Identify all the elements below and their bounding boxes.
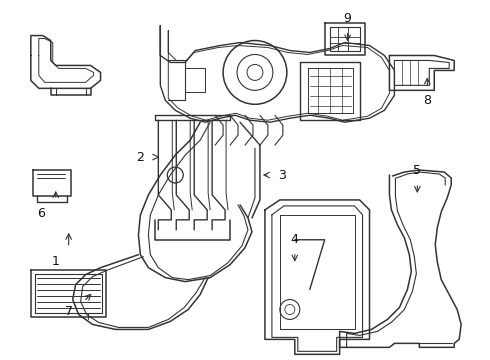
Text: 2: 2 bbox=[137, 150, 145, 163]
Text: 8: 8 bbox=[423, 94, 431, 107]
Text: 6: 6 bbox=[37, 207, 45, 220]
Text: 5: 5 bbox=[414, 163, 421, 176]
Text: 9: 9 bbox=[343, 12, 351, 25]
Text: 1: 1 bbox=[52, 255, 60, 268]
Text: 7: 7 bbox=[65, 305, 73, 318]
Text: 3: 3 bbox=[278, 168, 286, 181]
Text: 4: 4 bbox=[291, 233, 299, 246]
